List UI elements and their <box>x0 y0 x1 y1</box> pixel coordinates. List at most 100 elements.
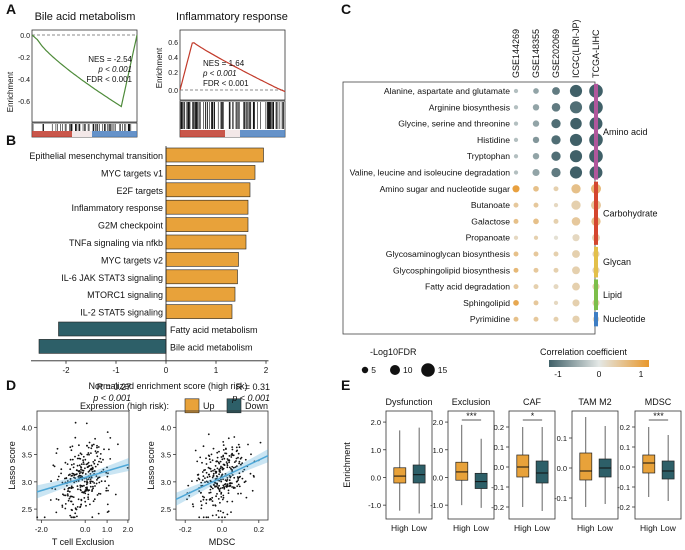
scatter-point <box>96 446 98 449</box>
dot-11-2 <box>553 267 559 273</box>
scatter-point <box>226 479 229 481</box>
scatter-point <box>80 466 83 469</box>
scatter-point <box>79 506 81 509</box>
scatter-point <box>98 492 100 495</box>
gsea1-p: p < 0.001 <box>97 65 132 74</box>
dataset-header: ICGC(LIRI-JP) <box>571 19 581 78</box>
group-label: Glycan <box>603 257 631 267</box>
scatter-point <box>64 507 67 510</box>
scatter-frame-0 <box>36 410 130 521</box>
box-y-label: Enrichment <box>342 442 352 488</box>
scatter-point <box>63 488 66 491</box>
dot-7-2 <box>553 202 559 208</box>
scatter-point <box>200 481 203 484</box>
dot-4-2 <box>551 151 561 161</box>
color-legend-tick: 0 <box>597 369 602 379</box>
scatter-point <box>89 478 92 480</box>
box-frame-0 <box>385 410 433 520</box>
bar-mtorc1-signaling <box>165 286 236 302</box>
scatter-point <box>219 460 222 463</box>
scatter-point <box>87 493 90 496</box>
scatter-point <box>222 496 225 499</box>
scatter-p-value: p < 0.001 <box>231 393 270 403</box>
scatter-point <box>212 504 215 507</box>
scatter-point <box>83 484 85 487</box>
gsea1-enrichment-curve <box>31 34 138 108</box>
dot-6-3 <box>571 184 581 194</box>
scatter-point <box>74 507 77 510</box>
dot-3-3 <box>569 133 583 146</box>
scatter-point <box>79 486 82 488</box>
gsea1-rank-blue <box>92 131 137 137</box>
scatter-point <box>217 461 220 464</box>
scatter-point <box>90 476 93 478</box>
scatter-point <box>68 490 71 493</box>
dot-14-2 <box>553 316 559 322</box>
scatter-point <box>212 447 215 450</box>
scatter-point <box>235 460 237 462</box>
scatter-point <box>228 455 231 457</box>
pathway-label: Amino sugar and nucleotide sugar <box>380 184 511 194</box>
scatter-point <box>231 474 234 476</box>
scatter-point <box>71 445 74 448</box>
scatter-point <box>201 471 204 473</box>
scatter-point <box>236 476 239 478</box>
scatter-point <box>205 471 208 474</box>
scatter-point <box>211 514 214 517</box>
dot-4-1 <box>532 153 540 160</box>
box-y-tick-label: 1.0 <box>433 446 443 455</box>
scatter-point <box>229 484 231 487</box>
scatter-point <box>76 506 79 508</box>
scatter-point <box>64 494 67 497</box>
scatter-point <box>214 504 217 506</box>
scatter-point <box>36 516 39 519</box>
scatter-point <box>105 489 108 492</box>
scatter-point <box>78 444 80 447</box>
box-panel-title: CAF <box>523 397 542 407</box>
scatter-point <box>210 470 213 473</box>
scatter-point <box>211 500 214 502</box>
bar-label: G2M checkpoint <box>98 221 164 231</box>
scatter-point <box>72 516 74 519</box>
scatter-point <box>250 453 252 456</box>
box-high <box>579 452 593 481</box>
scatter-point <box>220 480 223 483</box>
scatter-point <box>218 490 221 493</box>
scatter-y-label: Lasso score <box>146 441 156 490</box>
scatter-point <box>221 486 224 489</box>
scatter-point <box>217 516 220 519</box>
scatter-point <box>202 516 205 519</box>
scatter-point <box>69 468 72 471</box>
scatter-point <box>92 461 95 463</box>
scatter-point <box>235 480 238 483</box>
pathway-label: Arginine biosynthesis <box>429 102 510 112</box>
bar-label: MYC targets v1 <box>101 168 163 178</box>
scatter-point <box>67 474 70 477</box>
bar-g2m-checkpoint <box>165 217 249 232</box>
pathway-label: Butanoate <box>471 200 510 210</box>
scatter-point <box>77 488 79 491</box>
scatter-point <box>222 444 225 446</box>
scatter-point <box>55 498 58 500</box>
scatter-point <box>226 477 229 479</box>
size-legend-dot <box>421 363 435 377</box>
box-group-label: High <box>391 523 409 533</box>
scatter-point <box>56 447 59 450</box>
scatter-point <box>86 480 88 483</box>
scatter-point <box>227 489 230 492</box>
scatter-point <box>237 479 240 481</box>
scatter-point <box>85 422 88 425</box>
scatter-point <box>81 475 83 478</box>
scatter-point <box>107 510 110 513</box>
scatter-point <box>98 460 100 463</box>
scatter-point <box>217 509 220 512</box>
scatter-point <box>83 480 86 483</box>
dot-8-2 <box>553 218 559 224</box>
scatter-point <box>202 475 205 478</box>
scatter-point <box>186 498 188 501</box>
scatter-point <box>68 497 71 500</box>
scatter-point <box>231 448 234 451</box>
scatter-point <box>87 461 90 464</box>
scatter-point <box>89 503 91 506</box>
scatter-point <box>70 463 73 466</box>
